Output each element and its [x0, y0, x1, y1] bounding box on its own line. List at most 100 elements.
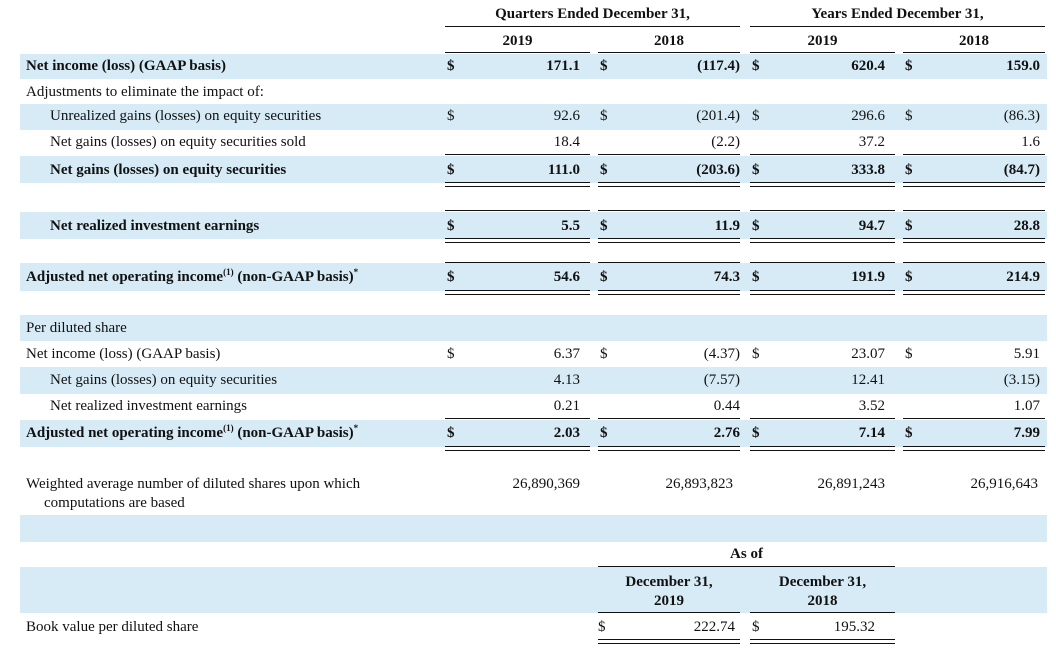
total-double-rule	[903, 290, 1045, 295]
top-rule	[598, 262, 740, 263]
top-rule	[445, 210, 590, 211]
top-rule	[445, 262, 590, 263]
currency-symbol: $	[600, 58, 608, 74]
total-double-rule	[598, 238, 740, 243]
col-rule	[750, 52, 895, 53]
total-double-rule	[750, 290, 895, 295]
book-col-header-2018-year: 2018	[807, 593, 838, 609]
currency-symbol: $	[905, 425, 913, 441]
total-double-rule	[445, 182, 590, 187]
currency-symbol: $	[905, 346, 913, 362]
currency-symbol: $	[598, 619, 606, 635]
header-rule	[445, 26, 740, 27]
subtotal-rule	[445, 418, 590, 419]
cell-value: 12.41	[851, 372, 885, 388]
row-label: Adjusted net operating income(1) (non-GA…	[26, 267, 359, 286]
row-label: Net income (loss) (GAAP basis)	[26, 58, 226, 74]
total-double-rule	[445, 290, 590, 295]
row-label: Net gains (losses) on equity securities	[50, 372, 278, 388]
cell-value: 111.0	[547, 162, 580, 178]
currency-symbol: $	[600, 346, 608, 362]
book-col-rule	[750, 612, 895, 613]
cell-value: 5.5	[561, 218, 580, 234]
cell-value: 74.3	[713, 269, 740, 285]
currency-symbol: $	[447, 58, 455, 74]
total-double-rule	[598, 639, 740, 644]
row-band	[20, 515, 1047, 542]
cell-value: 26,893,823	[665, 476, 734, 492]
header-rule	[750, 26, 1045, 27]
currency-symbol: $	[752, 269, 760, 285]
subtotal-rule	[903, 418, 1045, 419]
currency-symbol: $	[752, 218, 760, 234]
currency-symbol: $	[447, 218, 455, 234]
total-double-rule	[598, 446, 740, 451]
subtotal-rule	[598, 418, 740, 419]
total-double-rule	[750, 446, 895, 451]
total-double-rule	[903, 238, 1045, 243]
currency-symbol: $	[752, 346, 760, 362]
total-double-rule	[750, 639, 895, 644]
cell-value: (2.2)	[711, 134, 740, 150]
as-of-rule	[598, 566, 895, 567]
cell-value: 26,890,369	[512, 476, 581, 492]
row-band	[20, 420, 1047, 447]
cell-value: 2.03	[553, 425, 580, 441]
cell-value: 26,891,243	[817, 476, 886, 492]
cell-value: 3.52	[858, 398, 885, 414]
book-col-header-2018: December 31,	[778, 574, 867, 590]
cell-value: (7.57)	[703, 372, 740, 388]
currency-symbol: $	[752, 425, 760, 441]
currency-symbol: $	[600, 425, 608, 441]
row-band	[20, 212, 1047, 239]
cell-value: 5.91	[1013, 346, 1040, 362]
total-double-rule	[445, 446, 590, 451]
cell-value: 0.44	[713, 398, 740, 414]
currency-symbol: $	[905, 58, 913, 74]
currency-symbol: $	[600, 162, 608, 178]
currency-symbol: $	[752, 58, 760, 74]
currency-symbol: $	[752, 619, 760, 635]
currency-symbol: $	[447, 425, 455, 441]
cell-value: 4.13	[553, 372, 580, 388]
row-band	[20, 263, 1047, 291]
top-rule	[903, 262, 1045, 263]
header-years: Years Ended December 31,	[811, 6, 984, 22]
cell-value: 214.9	[1006, 269, 1040, 285]
total-double-rule	[903, 182, 1045, 187]
total-double-rule	[598, 182, 740, 187]
row-label: Net income (loss) (GAAP basis)	[26, 346, 221, 362]
cell-value: (3.15)	[1003, 372, 1040, 388]
cell-value: 620.4	[851, 58, 885, 74]
cell-value: 11.9	[714, 218, 740, 234]
row-band	[20, 567, 1047, 613]
col-header-y2019: 2019	[807, 33, 838, 49]
cell-value: (117.4)	[697, 58, 740, 74]
currency-symbol: $	[752, 108, 760, 124]
cell-value: 296.6	[851, 108, 885, 124]
col-header-y2018: 2018	[959, 33, 989, 49]
subtotal-rule	[750, 154, 895, 155]
cell-value: 28.8	[1013, 218, 1040, 234]
col-header-q2019: 2019	[502, 33, 533, 49]
row-band	[20, 315, 1047, 341]
currency-symbol: $	[447, 108, 455, 124]
cell-value: 54.6	[553, 269, 580, 285]
col-header-q2018: 2018	[654, 33, 684, 49]
cell-value: 222.74	[693, 619, 735, 635]
cell-value: 18.4	[553, 134, 580, 150]
cell-value: 159.0	[1006, 58, 1040, 74]
cell-value: (201.4)	[696, 108, 740, 124]
total-double-rule	[598, 290, 740, 295]
currency-symbol: $	[600, 108, 608, 124]
top-rule	[903, 210, 1045, 211]
total-double-rule	[903, 446, 1045, 451]
cell-value: (4.37)	[703, 346, 740, 362]
cell-value: 6.37	[553, 346, 580, 362]
row-band	[20, 104, 1047, 130]
cell-value: 1.07	[1013, 398, 1040, 414]
top-rule	[750, 262, 895, 263]
book-col-rule	[598, 612, 740, 613]
row-label: Net gains (losses) on equity securities …	[50, 134, 306, 150]
cell-value: 7.14	[858, 425, 885, 441]
